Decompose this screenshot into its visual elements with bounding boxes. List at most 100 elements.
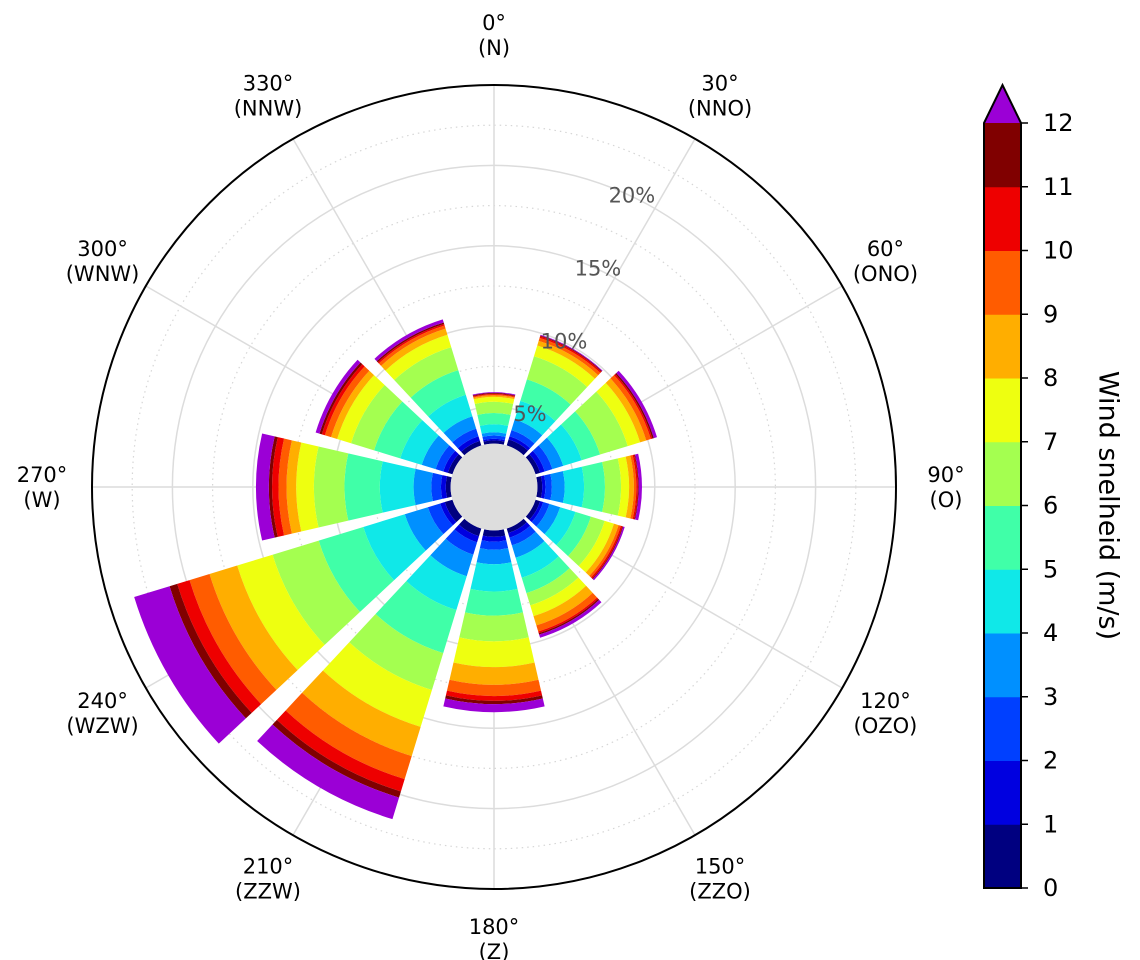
wind-bar-segment bbox=[286, 440, 302, 534]
direction-name-label: (O) bbox=[930, 488, 963, 512]
wind-bar-segment bbox=[344, 453, 383, 521]
wind-bar-segment bbox=[482, 529, 506, 537]
wind-bar-segment bbox=[457, 436, 480, 452]
wind-bar-segment bbox=[189, 573, 277, 705]
wind-bar-segment bbox=[272, 540, 360, 645]
colorbar-label: Wind snelheid (m/s) bbox=[1093, 371, 1124, 640]
direction-label-210: 210°(ZZW) bbox=[235, 854, 301, 903]
colorbar-bin bbox=[984, 505, 1021, 570]
colorbar-tick-label: 8 bbox=[1043, 364, 1058, 392]
wind-bar-segment bbox=[400, 420, 439, 465]
wind-bar-segment bbox=[363, 514, 426, 581]
wind-bar-segment bbox=[509, 525, 536, 546]
direction-label-150: 150°(ZZO) bbox=[689, 854, 751, 903]
wind-sector-270 bbox=[256, 433, 452, 541]
wind-bar-segment bbox=[374, 401, 423, 459]
wind-bar-segment bbox=[514, 400, 556, 436]
wind-bar-segment bbox=[272, 437, 285, 537]
wind-bar-segment bbox=[610, 375, 651, 441]
direction-label-300: 300°(WNW) bbox=[66, 237, 140, 286]
polar-plot-area: 5% 10% 15% 20% 0°(N) 30°(NNO) 60°(ONO) 90°(O) 1… bbox=[17, 11, 965, 960]
wind-bar-segment bbox=[625, 455, 634, 519]
direction-label-90: 90°(O) bbox=[927, 463, 964, 512]
colorbar-bin bbox=[984, 824, 1021, 889]
direction-label-120: 120°(OZO) bbox=[854, 689, 918, 738]
wind-bar-segment bbox=[506, 518, 527, 534]
wind-bar-segment bbox=[177, 580, 262, 713]
wind-bar-segment bbox=[472, 392, 516, 396]
colorbar-tick-label: 10 bbox=[1043, 237, 1074, 265]
colorbar-tick-label: 9 bbox=[1043, 300, 1058, 328]
wind-bar-segment bbox=[630, 454, 637, 520]
wind-sector-90 bbox=[536, 453, 642, 521]
colorbar-bin bbox=[984, 378, 1021, 443]
wind-bar-segment bbox=[458, 518, 482, 537]
wind-bar-segment bbox=[479, 424, 509, 434]
wind-bar-segment bbox=[447, 454, 463, 475]
wind-bar-segment bbox=[529, 501, 544, 523]
colorbar-bin bbox=[984, 696, 1021, 761]
wind-bar-segment bbox=[525, 454, 541, 475]
wind-sector-0 bbox=[472, 392, 516, 445]
colorbar-bin bbox=[984, 633, 1021, 698]
wind-bar-segment bbox=[483, 438, 505, 442]
wind-sector-150 bbox=[506, 518, 602, 638]
wind-bar-segment bbox=[526, 356, 588, 405]
wind-bar-segment bbox=[482, 435, 506, 440]
radial-tick-label: 10% bbox=[541, 329, 588, 353]
wind-bar-segment bbox=[538, 337, 601, 376]
direction-name-label: (ZZW) bbox=[235, 879, 301, 903]
radial-tick-label: 5% bbox=[513, 402, 546, 426]
direction-degree-label: 0° bbox=[482, 11, 506, 35]
wind-bar-segment bbox=[529, 450, 545, 473]
colorbar-tick-label: 0 bbox=[1043, 874, 1058, 902]
wind-bar-segment bbox=[330, 370, 375, 440]
wind-bar-segment bbox=[511, 531, 545, 558]
wind-bar-segment bbox=[349, 614, 444, 690]
polar-frame bbox=[91, 84, 897, 890]
radial-tick-label: 15% bbox=[575, 256, 622, 280]
wind-bar-segment bbox=[296, 442, 319, 532]
wind-bar-segment bbox=[533, 585, 593, 626]
wind-sector-330 bbox=[374, 319, 482, 456]
direction-degree-label: 270° bbox=[17, 463, 68, 487]
colorbar-bin bbox=[984, 441, 1021, 506]
wind-bar-segment bbox=[379, 461, 416, 513]
wind-bar-segment bbox=[473, 394, 515, 398]
wind-bar-segment bbox=[616, 370, 658, 439]
wind-bar-segment bbox=[257, 724, 400, 820]
wind-bar-segment bbox=[406, 555, 467, 611]
wind-bar-segment bbox=[445, 476, 452, 498]
wind-bar-segment bbox=[585, 523, 619, 576]
wind-bar-segment bbox=[272, 719, 401, 798]
wind-bar-segment bbox=[635, 453, 642, 521]
direction-name-label: (ZZO) bbox=[689, 879, 751, 903]
direction-degree-label: 330° bbox=[243, 72, 294, 96]
direction-name-label: (WZW) bbox=[66, 714, 138, 738]
wind-bar-segment bbox=[509, 430, 535, 449]
wind-bar-segment bbox=[602, 458, 622, 516]
wind-bar-segment bbox=[508, 522, 531, 538]
direction-label-330: 330°(NNW) bbox=[234, 72, 303, 121]
colorbar-extend-arrow bbox=[984, 85, 1021, 123]
wind-bar-segment bbox=[578, 520, 614, 573]
wind-bar-segment bbox=[473, 396, 515, 404]
wind-bar-segment bbox=[443, 416, 477, 443]
wind-bar-segment bbox=[473, 393, 515, 397]
direction-label-240: 240°(WZW) bbox=[66, 689, 138, 738]
direction-name-label: (W) bbox=[23, 488, 60, 512]
polar-frame-circle bbox=[91, 84, 897, 890]
wind-bar-segment bbox=[324, 366, 370, 438]
radial-tick-labels: 5% 10% 15% 20% bbox=[513, 184, 655, 427]
wind-sector-300 bbox=[315, 359, 463, 475]
wind-bar-segment bbox=[561, 411, 601, 461]
wind-bar-segment bbox=[632, 454, 638, 520]
wind-bar-segment bbox=[617, 456, 630, 518]
wind-bar-segment bbox=[449, 662, 539, 685]
wind-bar-segment bbox=[421, 435, 450, 470]
colorbar-bin bbox=[984, 123, 1021, 188]
wind-bar-segment bbox=[539, 599, 602, 638]
